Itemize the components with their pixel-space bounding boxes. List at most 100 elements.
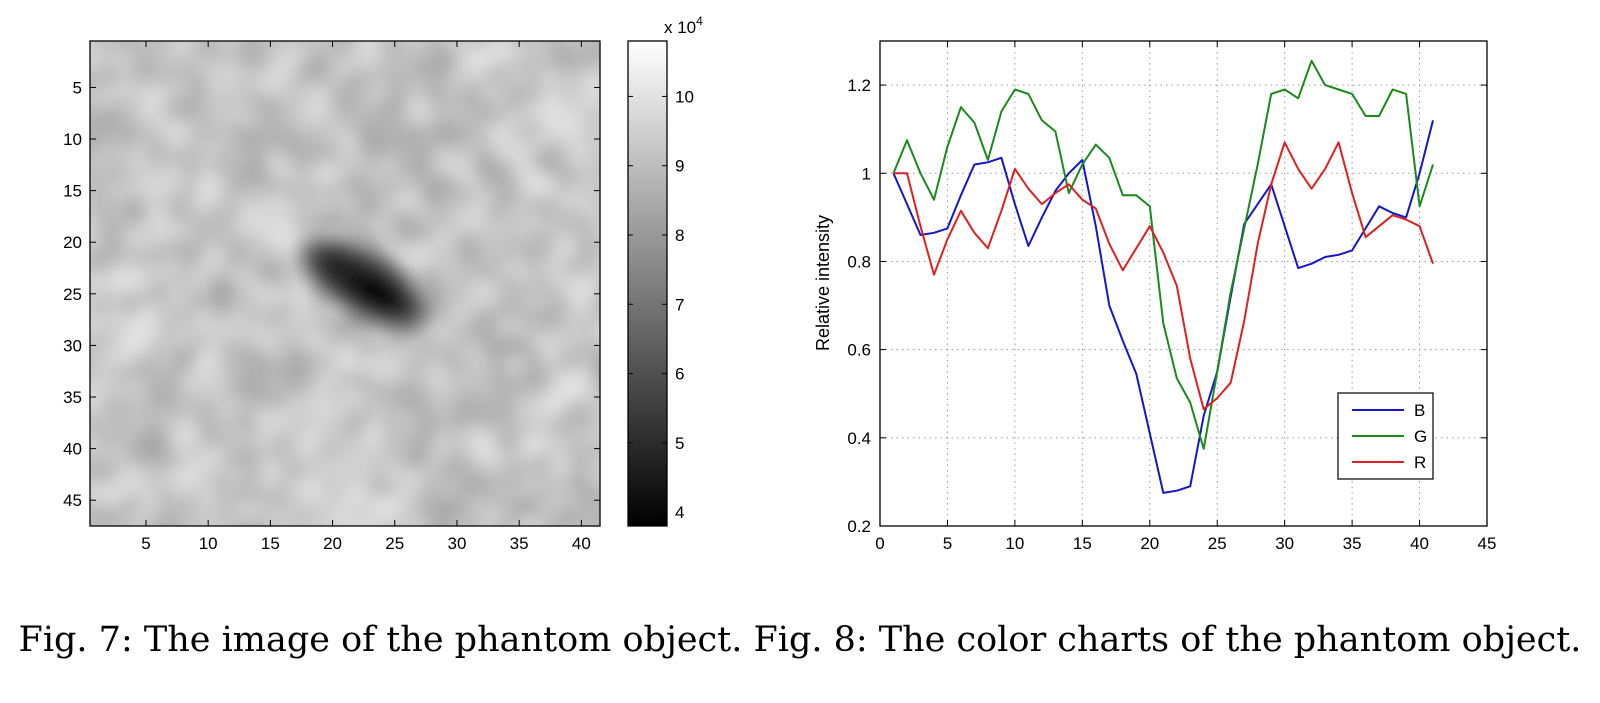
texture-cell	[369, 469, 383, 482]
texture-cell	[505, 307, 519, 321]
texture-cell	[431, 270, 445, 284]
x-tick-label: 25	[1208, 534, 1227, 553]
texture-cell	[220, 208, 234, 222]
texture-cell	[183, 345, 197, 358]
texture-cell	[493, 493, 507, 507]
texture-cell	[406, 233, 420, 247]
texture-cell	[307, 394, 321, 408]
texture-cell	[270, 72, 283, 86]
texture-cell	[146, 109, 159, 123]
texture-cell	[431, 283, 445, 296]
texture-cell	[332, 171, 345, 185]
texture-cell	[592, 59, 600, 73]
texture-cell	[381, 159, 395, 172]
texture-cell	[96, 456, 110, 470]
texture-cell	[232, 171, 246, 185]
texture-cell	[90, 146, 97, 160]
texture-cell	[208, 183, 221, 197]
texture-cell	[480, 518, 494, 526]
texture-cell	[90, 307, 97, 321]
texture-cell	[381, 245, 395, 259]
texture-cell	[406, 196, 420, 210]
texture-cell	[232, 196, 246, 210]
texture-cell	[133, 444, 147, 458]
texture-cell	[158, 47, 172, 61]
texture-cell	[505, 419, 519, 433]
texture-cell	[133, 456, 147, 470]
texture-cell	[542, 47, 556, 61]
texture-cell	[567, 159, 581, 172]
texture-cell	[121, 382, 135, 396]
texture-cell	[431, 506, 445, 520]
texture-cell	[96, 481, 110, 495]
texture-cell	[567, 221, 581, 234]
texture-cell	[542, 518, 556, 526]
texture-cell	[542, 419, 556, 433]
texture-cell	[170, 394, 184, 408]
texture-cell	[208, 270, 221, 284]
texture-cell	[356, 59, 370, 73]
texture-cell	[121, 47, 135, 61]
texture-cell	[170, 357, 184, 371]
texture-cell	[257, 369, 271, 383]
texture-cell	[542, 208, 556, 222]
texture-cell	[468, 171, 482, 185]
texture-cell	[270, 369, 283, 383]
texture-cell	[183, 283, 197, 296]
texture-cell	[84, 531, 97, 544]
texture-cell	[555, 84, 569, 98]
texture-cell	[158, 295, 172, 309]
texture-cell	[580, 258, 593, 272]
texture-cell	[319, 295, 333, 309]
y-tick-label: 0.4	[847, 429, 871, 448]
texture-cell	[443, 97, 457, 110]
texture-cell	[270, 307, 283, 321]
texture-cell	[183, 531, 196, 544]
texture-cell	[232, 369, 246, 383]
texture-cell	[319, 196, 333, 210]
texture-cell	[158, 394, 172, 408]
texture-cell	[195, 258, 209, 272]
y-tick-label: 10	[63, 130, 82, 149]
texture-cell	[480, 84, 494, 98]
texture-cell	[406, 419, 420, 433]
texture-cell	[518, 59, 531, 73]
texture-cell	[195, 506, 209, 520]
texture-cell	[480, 233, 494, 247]
texture-cell	[220, 146, 234, 160]
texture-cell	[530, 369, 544, 383]
y-tick-label: 15	[63, 182, 82, 201]
texture-cell	[245, 47, 259, 61]
texture-cell	[394, 382, 407, 396]
texture-cell	[232, 183, 246, 197]
texture-cell	[443, 481, 457, 495]
texture-cell	[133, 518, 147, 526]
texture-cell	[183, 109, 197, 123]
texture-cell	[480, 444, 494, 458]
texture-cell	[431, 481, 445, 495]
texture-cell	[208, 196, 221, 210]
texture-cell	[319, 320, 333, 334]
texture-cell	[146, 506, 159, 520]
texture-cell	[90, 134, 97, 148]
texture-cell	[195, 196, 209, 210]
texture-cell	[456, 134, 469, 148]
texture-cell	[307, 59, 321, 73]
texture-cell	[493, 47, 507, 61]
texture-cell	[567, 481, 581, 495]
texture-cell	[493, 159, 507, 172]
texture-cell	[195, 171, 209, 185]
texture-cell	[567, 469, 581, 482]
texture-cell	[220, 332, 234, 346]
texture-cell	[270, 469, 283, 482]
texture-cell	[90, 59, 97, 73]
texture-cell	[592, 258, 600, 272]
texture-cell	[195, 245, 209, 259]
texture-cell	[170, 307, 184, 321]
texture-cell	[245, 307, 259, 321]
texture-cell	[294, 345, 308, 358]
texture-cell	[493, 41, 507, 48]
texture-cell	[605, 159, 618, 172]
texture-cell	[121, 431, 135, 445]
texture-cell	[121, 307, 135, 321]
